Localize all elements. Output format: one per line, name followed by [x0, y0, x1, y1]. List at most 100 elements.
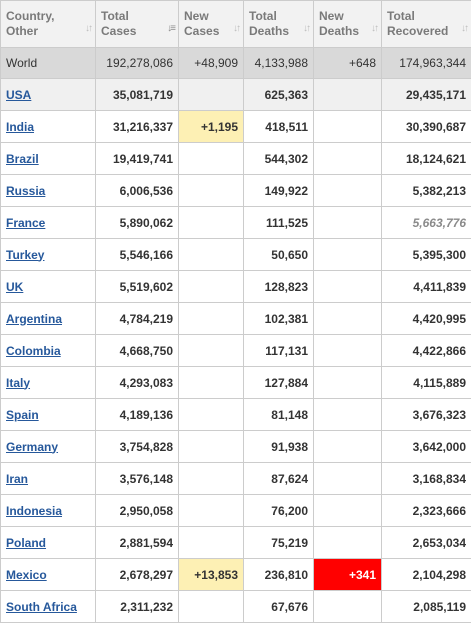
country-link[interactable]: Indonesia	[6, 504, 62, 518]
new-cases-cell	[179, 207, 244, 239]
total-cases-cell: 4,668,750	[96, 335, 179, 367]
total-cases-cell: 2,950,058	[96, 495, 179, 527]
sort-arrows-icon[interactable]: ↓↑	[303, 21, 309, 36]
country-link[interactable]: Iran	[6, 472, 28, 486]
total-recovered-cell: 4,420,995	[382, 303, 471, 335]
country-cell: Indonesia	[1, 495, 96, 527]
country-link[interactable]: Spain	[6, 408, 39, 422]
country-link[interactable]: Colombia	[6, 344, 61, 358]
sort-arrows-icon[interactable]: ↓↑	[233, 21, 239, 36]
total-cases-cell: 2,311,232	[96, 591, 179, 623]
total-cases-cell: 4,293,083	[96, 367, 179, 399]
new-cases-cell: +13,853	[179, 559, 244, 591]
total-cases-cell: 5,546,166	[96, 239, 179, 271]
total-cases-cell: 6,006,536	[96, 175, 179, 207]
total-deaths-cell: 544,302	[244, 143, 314, 175]
country-link[interactable]: South Africa	[6, 600, 77, 614]
total-recovered-cell: 30,390,687	[382, 111, 471, 143]
country-link[interactable]: France	[6, 216, 45, 230]
total-cases-cell: 2,678,297	[96, 559, 179, 591]
total-recovered-cell: 3,676,323	[382, 399, 471, 431]
country-link[interactable]: Brazil	[6, 152, 39, 166]
new-deaths-cell	[314, 495, 382, 527]
world-new-deaths: +648	[314, 48, 382, 79]
country-cell: Argentina	[1, 303, 96, 335]
sort-arrows-icon[interactable]: ↓↑	[371, 21, 377, 36]
country-cell: Italy	[1, 367, 96, 399]
total-recovered-cell: 4,411,839	[382, 271, 471, 303]
new-cases-cell	[179, 335, 244, 367]
total-cases-cell: 2,881,594	[96, 527, 179, 559]
total-recovered-cell: 3,642,000	[382, 431, 471, 463]
total-cases-cell: 4,784,219	[96, 303, 179, 335]
country-link[interactable]: Mexico	[6, 568, 47, 582]
total-deaths-cell: 418,511	[244, 111, 314, 143]
total-cases-cell: 19,419,741	[96, 143, 179, 175]
country-cell: USA	[1, 79, 96, 111]
total-recovered-cell: 2,323,666	[382, 495, 471, 527]
new-deaths-cell	[314, 367, 382, 399]
country-cell: Germany	[1, 431, 96, 463]
country-link[interactable]: Russia	[6, 184, 45, 198]
world-new-cases: +48,909	[179, 48, 244, 79]
country-link[interactable]: UK	[6, 280, 23, 294]
header-country[interactable]: Country,Other ↓↑	[1, 1, 96, 48]
total-deaths-cell: 149,922	[244, 175, 314, 207]
total-cases-cell: 3,576,148	[96, 463, 179, 495]
header-label-line1: Country,	[6, 9, 54, 23]
country-link[interactable]: Poland	[6, 536, 46, 550]
new-cases-cell	[179, 463, 244, 495]
total-deaths-cell: 127,884	[244, 367, 314, 399]
total-recovered-cell: 5,395,300	[382, 239, 471, 271]
total-recovered-cell: 2,085,119	[382, 591, 471, 623]
new-cases-cell	[179, 175, 244, 207]
country-cell: Colombia	[1, 335, 96, 367]
header-label-line1: Total	[387, 9, 415, 23]
country-cell: Poland	[1, 527, 96, 559]
header-label-line2: Recovered	[387, 24, 448, 38]
new-deaths-cell	[314, 271, 382, 303]
country-link[interactable]: Turkey	[6, 248, 44, 262]
total-deaths-cell: 76,200	[244, 495, 314, 527]
sort-arrows-icon[interactable]: ↓↑	[461, 21, 467, 36]
country-link[interactable]: Italy	[6, 376, 30, 390]
total-cases-cell: 31,216,337	[96, 111, 179, 143]
sort-arrows-icon[interactable]: ↓↑	[85, 21, 91, 36]
new-cases-cell	[179, 591, 244, 623]
new-cases-cell	[179, 431, 244, 463]
country-link[interactable]: India	[6, 120, 34, 134]
country-link[interactable]: USA	[6, 88, 31, 102]
world-label: World	[1, 48, 96, 79]
country-link[interactable]: Germany	[6, 440, 58, 454]
new-deaths-cell	[314, 143, 382, 175]
total-cases-cell: 5,519,602	[96, 271, 179, 303]
total-recovered-cell: 5,663,776	[382, 207, 471, 239]
total-recovered-cell: 4,115,889	[382, 367, 471, 399]
header-label-line2: Other	[6, 24, 38, 38]
country-link[interactable]: Argentina	[6, 312, 62, 326]
new-cases-cell	[179, 79, 244, 111]
sort-descending-icon[interactable]: ↓≡	[167, 21, 174, 36]
country-cell: Mexico	[1, 559, 96, 591]
total-cases-cell: 5,890,062	[96, 207, 179, 239]
total-deaths-cell: 75,219	[244, 527, 314, 559]
new-deaths-cell	[314, 399, 382, 431]
new-deaths-cell	[314, 239, 382, 271]
new-deaths-cell	[314, 463, 382, 495]
new-cases-cell	[179, 271, 244, 303]
new-cases-cell	[179, 367, 244, 399]
